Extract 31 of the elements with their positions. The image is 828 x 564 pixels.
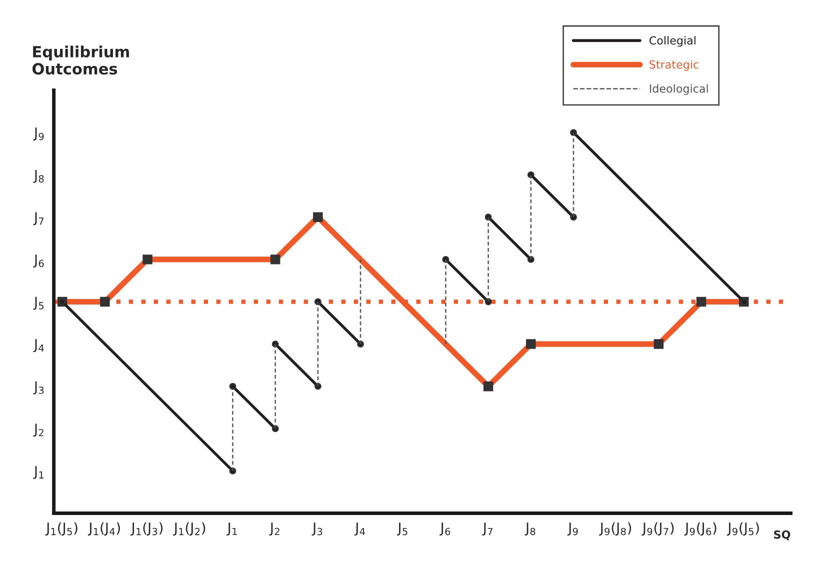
x-tick-label: J$_{9}$(J$_{8}$) xyxy=(599,522,632,536)
y-tick-label: J$_{3}$ xyxy=(33,381,44,394)
x-tick-label: J$_{9}$(J$_{7}$) xyxy=(642,522,674,536)
y-tick-label: J$_{5}$ xyxy=(33,296,44,310)
x-tick-label: J$_{7}$ xyxy=(482,522,492,536)
y-tick-label: J$_{2}$ xyxy=(33,424,44,437)
x-tick-label: J$_{1}$ xyxy=(226,522,237,536)
x-tick-label: J$_{1}$(J$_{4}$) xyxy=(88,522,120,536)
text: Ideological xyxy=(650,84,708,95)
y-tick-label: J$_{9}$ xyxy=(33,128,44,141)
x-tick-label: J$_{8}$ xyxy=(524,522,536,536)
x-tick-label: J$_{9}$(J$_{6}$) xyxy=(684,522,716,536)
x-axis-title: SQ xyxy=(774,530,790,540)
y-axis-title: Equilibrium Outcomes xyxy=(32,46,129,75)
x-tick-label: J$_{5}$ xyxy=(396,522,408,536)
x-tick-label: J$_{9}$(J$_{5}$) xyxy=(726,522,759,536)
y-tick-label: J$_{7}$ xyxy=(33,212,44,226)
x-tick-label: J$_{1}$(J$_{5}$) xyxy=(45,522,78,536)
x-tick-label: J$_{9}$ xyxy=(567,522,578,536)
y-tick-label: J$_{6}$ xyxy=(33,254,44,268)
x-tick-label: J$_{1}$(J$_{3}$) xyxy=(130,522,163,536)
y-tick-label: J$_{1}$ xyxy=(33,466,44,479)
x-tick-label: J$_{6}$ xyxy=(440,522,450,536)
x-tick-label: J$_{2}$ xyxy=(269,522,280,536)
x-tick-label: J$_{4}$ xyxy=(354,522,365,536)
x-tick-label: J$_{3}$ xyxy=(312,522,322,536)
text: Collegial xyxy=(649,36,696,47)
x-tick-label: J$_{1}$(J$_{2}$) xyxy=(173,522,206,536)
y-tick-label: J$_{8}$ xyxy=(33,170,44,183)
text: Strategic xyxy=(650,60,698,71)
y-tick-label: J$_{4}$ xyxy=(33,339,44,352)
